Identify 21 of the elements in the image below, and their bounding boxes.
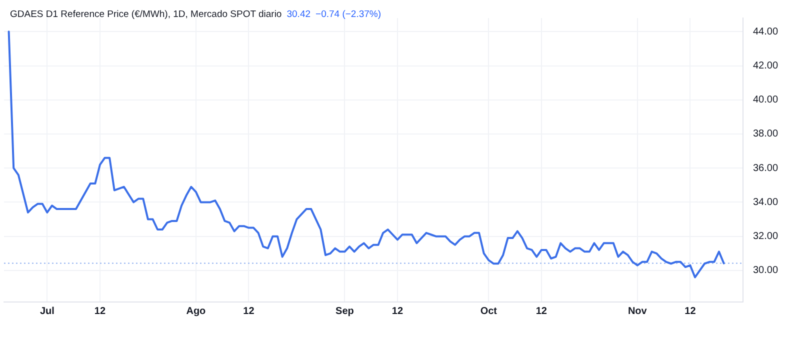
y-tick-label: 40.00 bbox=[752, 94, 778, 106]
x-tick-label: 12 bbox=[94, 306, 106, 317]
y-tick-label: 36.00 bbox=[752, 162, 778, 174]
y-tick-label: 34.00 bbox=[752, 196, 778, 208]
y-tick-label: 44.00 bbox=[752, 26, 778, 38]
x-tick-label: Ago bbox=[186, 306, 206, 317]
chart-title: GDAES D1 Reference Price (€/MWh), 1D, Mercado SPOT diario bbox=[10, 9, 282, 20]
x-tick-label: Sep bbox=[336, 306, 354, 317]
y-tick-label: 32.00 bbox=[752, 231, 778, 242]
annotation: 30.42 bbox=[286, 9, 311, 20]
x-tick-label: Jul bbox=[40, 306, 55, 317]
x-tick-label: 12 bbox=[243, 306, 255, 317]
y-tick-label: 30.00 bbox=[752, 265, 778, 276]
y-tick-label: 42.00 bbox=[752, 60, 778, 72]
x-tick-label: Nov bbox=[628, 306, 648, 317]
x-tick-label: Oct bbox=[480, 306, 498, 317]
x-tick-label: 12 bbox=[392, 306, 404, 317]
x-tick-label: 12 bbox=[684, 306, 696, 317]
x-tick-label: 12 bbox=[536, 306, 548, 317]
y-tick-label: 38.00 bbox=[752, 128, 778, 140]
annotation: −0.74 (−2.37%) bbox=[316, 9, 382, 20]
